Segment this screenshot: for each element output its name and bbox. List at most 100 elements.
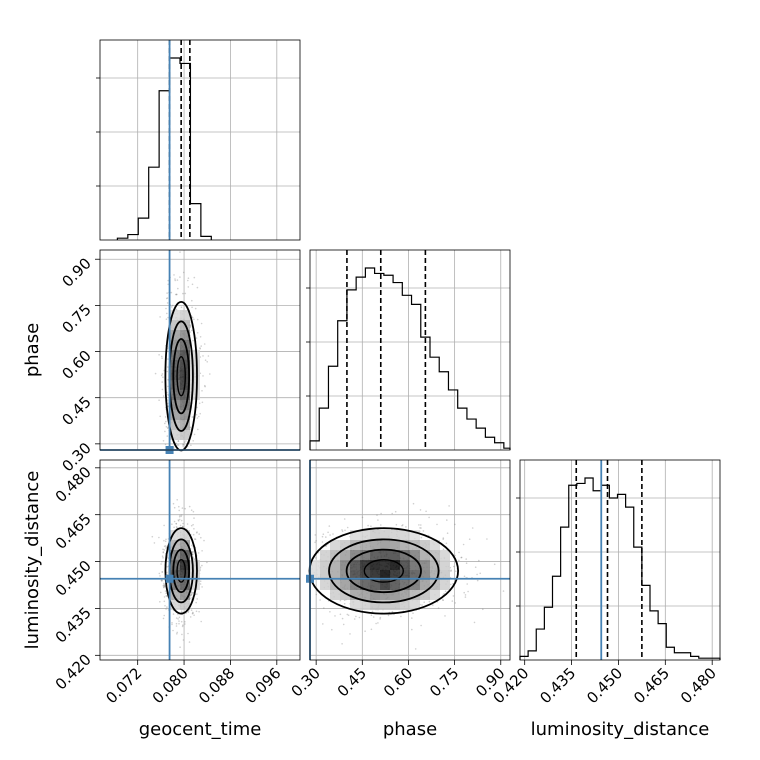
sample-point xyxy=(446,532,449,534)
contour-level xyxy=(363,559,404,583)
sample-point xyxy=(158,536,160,539)
x-tick-label: 0.30 xyxy=(288,664,324,700)
sample-point xyxy=(175,526,178,528)
density-cell xyxy=(330,540,340,550)
sample-point xyxy=(161,555,164,557)
sample-point xyxy=(402,524,404,526)
contour-level xyxy=(164,527,198,615)
y-tick-label: 0.45 xyxy=(58,393,94,429)
density-cell xyxy=(340,580,350,590)
sample-point xyxy=(187,286,190,288)
sample-point xyxy=(451,600,454,602)
density-cell xyxy=(170,410,180,420)
sample-point xyxy=(339,599,342,602)
density-cell xyxy=(380,530,390,540)
sample-point xyxy=(171,304,174,307)
sample-point xyxy=(166,595,168,597)
sample-point xyxy=(166,556,169,559)
sample-point xyxy=(325,545,327,547)
sample-point xyxy=(419,527,421,529)
sample-point xyxy=(175,622,178,625)
sample-point xyxy=(321,541,324,543)
density-cell xyxy=(430,560,440,570)
density-cell xyxy=(360,530,370,540)
sample-point xyxy=(460,556,463,559)
sample-point xyxy=(165,426,168,428)
sample-point xyxy=(190,524,193,527)
sample-point xyxy=(191,283,194,286)
sample-point xyxy=(463,575,466,578)
sample-point xyxy=(182,525,184,528)
sample-point xyxy=(159,316,161,318)
sample-point xyxy=(387,614,390,617)
sample-point xyxy=(177,440,180,442)
sample-point xyxy=(444,615,446,617)
sample-point xyxy=(162,584,165,587)
sample-point xyxy=(166,302,169,304)
sample-point xyxy=(405,526,407,528)
sample-point xyxy=(189,616,192,618)
density-cell xyxy=(390,560,400,570)
density-cell xyxy=(340,550,350,560)
density-cell xyxy=(190,370,200,380)
density-cell xyxy=(360,590,370,600)
sample-point xyxy=(187,279,189,282)
contour-level xyxy=(345,548,422,594)
sample-point xyxy=(423,601,426,603)
sample-point xyxy=(166,571,168,574)
sample-point xyxy=(176,631,178,634)
sample-point xyxy=(465,558,468,560)
sample-point xyxy=(182,639,185,641)
sample-point xyxy=(191,544,193,547)
x-tick-label: 0.080 xyxy=(149,664,192,707)
density-cell xyxy=(170,570,180,580)
sample-point xyxy=(179,524,182,527)
sample-point xyxy=(202,375,204,377)
y-axis-label-luminosity_distance: luminosity_distance xyxy=(22,471,43,650)
sample-point xyxy=(192,612,194,614)
truth-marker xyxy=(165,574,174,583)
density-cell xyxy=(180,420,190,430)
sample-point xyxy=(375,622,377,625)
density-cell xyxy=(180,310,190,320)
sample-point xyxy=(199,336,202,338)
density-cell xyxy=(320,560,330,570)
sample-point xyxy=(471,527,474,529)
sample-point xyxy=(163,582,165,585)
sample-point xyxy=(209,373,211,375)
sample-point xyxy=(183,441,186,443)
panel-border xyxy=(99,249,301,451)
sample-point xyxy=(361,516,364,519)
sample-point xyxy=(182,292,184,295)
density-cell xyxy=(330,550,340,560)
sample-point xyxy=(479,572,482,575)
sample-point xyxy=(195,337,198,339)
sample-point xyxy=(159,415,161,418)
density-cell xyxy=(420,550,430,560)
sample-point xyxy=(428,516,430,519)
density-cell xyxy=(430,580,440,590)
density-cell xyxy=(410,580,420,590)
sample-point xyxy=(200,345,202,347)
sample-point xyxy=(379,616,382,619)
sample-point xyxy=(420,527,422,529)
sample-point xyxy=(166,566,168,568)
sample-point xyxy=(184,623,186,625)
sample-point xyxy=(166,435,169,437)
sample-point xyxy=(163,614,165,617)
sample-point xyxy=(164,590,167,592)
sample-point xyxy=(190,594,193,596)
density-cell xyxy=(190,390,200,400)
sample-point xyxy=(339,613,342,616)
sample-point xyxy=(181,633,183,636)
sample-point xyxy=(165,420,167,423)
sample-point xyxy=(420,624,422,627)
sample-point xyxy=(199,583,202,585)
sample-point xyxy=(201,401,204,404)
density-cell xyxy=(420,580,430,590)
density-cell xyxy=(430,570,440,580)
sample-point xyxy=(331,628,333,631)
sample-point xyxy=(164,443,167,446)
density-cell xyxy=(350,600,360,610)
